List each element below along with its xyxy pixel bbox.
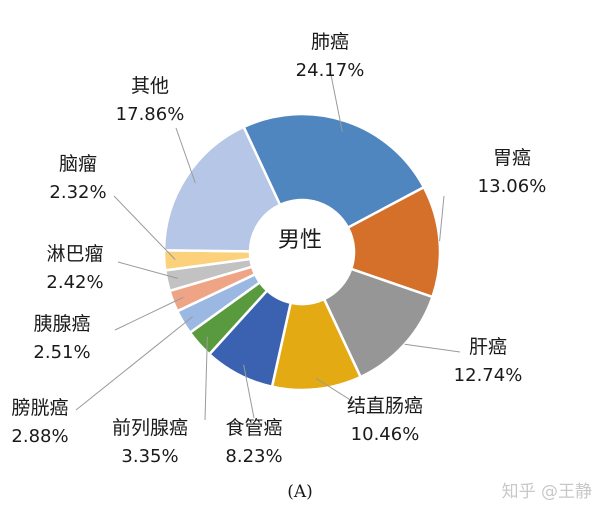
leader-line-6: [75, 316, 194, 411]
slice-label-6: 膀胱癌: [11, 397, 68, 419]
leader-line-1: [439, 195, 445, 242]
watermark: 知乎 @王静: [502, 482, 592, 502]
slice-label-5: 前列腺癌: [112, 417, 188, 439]
slice-label-9: 脑瘤: [59, 153, 97, 175]
slice-value-10: 17.86%: [116, 104, 185, 125]
leader-line-7: [114, 296, 184, 331]
leader-line-9: [113, 195, 176, 261]
slice-value-4: 8.23%: [225, 446, 282, 467]
slice-labels: 肺癌 24.17% 胃癌 13.06% 肝癌 12.74% 结直肠癌 10.46% 食管癌 8.2…: [11, 31, 546, 467]
donut-slices: [162, 112, 442, 392]
slice-label-0: 肺癌: [311, 31, 349, 53]
slice-value-1: 13.06%: [478, 176, 547, 197]
slice-label-3: 结直肠癌: [347, 395, 423, 417]
slice-label-8: 淋巴瘤: [46, 243, 103, 265]
slice-label-1: 胃癌: [493, 147, 531, 169]
slice-label-4: 食管癌: [225, 417, 282, 439]
leader-lines: [75, 69, 461, 421]
leader-line-4: [243, 364, 255, 419]
leader-line-3: [315, 377, 361, 407]
slice-value-5: 3.35%: [121, 446, 178, 467]
slice-0: [242, 112, 426, 230]
slice-value-6: 2.88%: [11, 426, 68, 447]
slice-label-2: 肝癌: [469, 336, 507, 358]
slice-value-9: 2.32%: [49, 182, 106, 203]
leader-line-2: [404, 343, 461, 353]
slice-label-7: 胰腺癌: [33, 313, 90, 335]
leader-line-10: [175, 127, 196, 184]
slice-value-0: 24.17%: [296, 60, 365, 81]
leader-line-0: [329, 69, 343, 132]
slice-value-3: 10.46%: [351, 424, 420, 445]
leader-line-5: [204, 336, 208, 421]
slice-label-10: 其他: [131, 75, 169, 97]
slice-10: [162, 125, 282, 253]
chart-caption: (A): [287, 482, 313, 502]
center-label: 男性: [278, 228, 322, 253]
slice-value-7: 2.51%: [33, 342, 90, 363]
slice-2: [322, 267, 435, 379]
slice-value-2: 12.74%: [454, 365, 523, 386]
leader-line-8: [117, 261, 178, 279]
slice-value-8: 2.42%: [46, 272, 103, 293]
